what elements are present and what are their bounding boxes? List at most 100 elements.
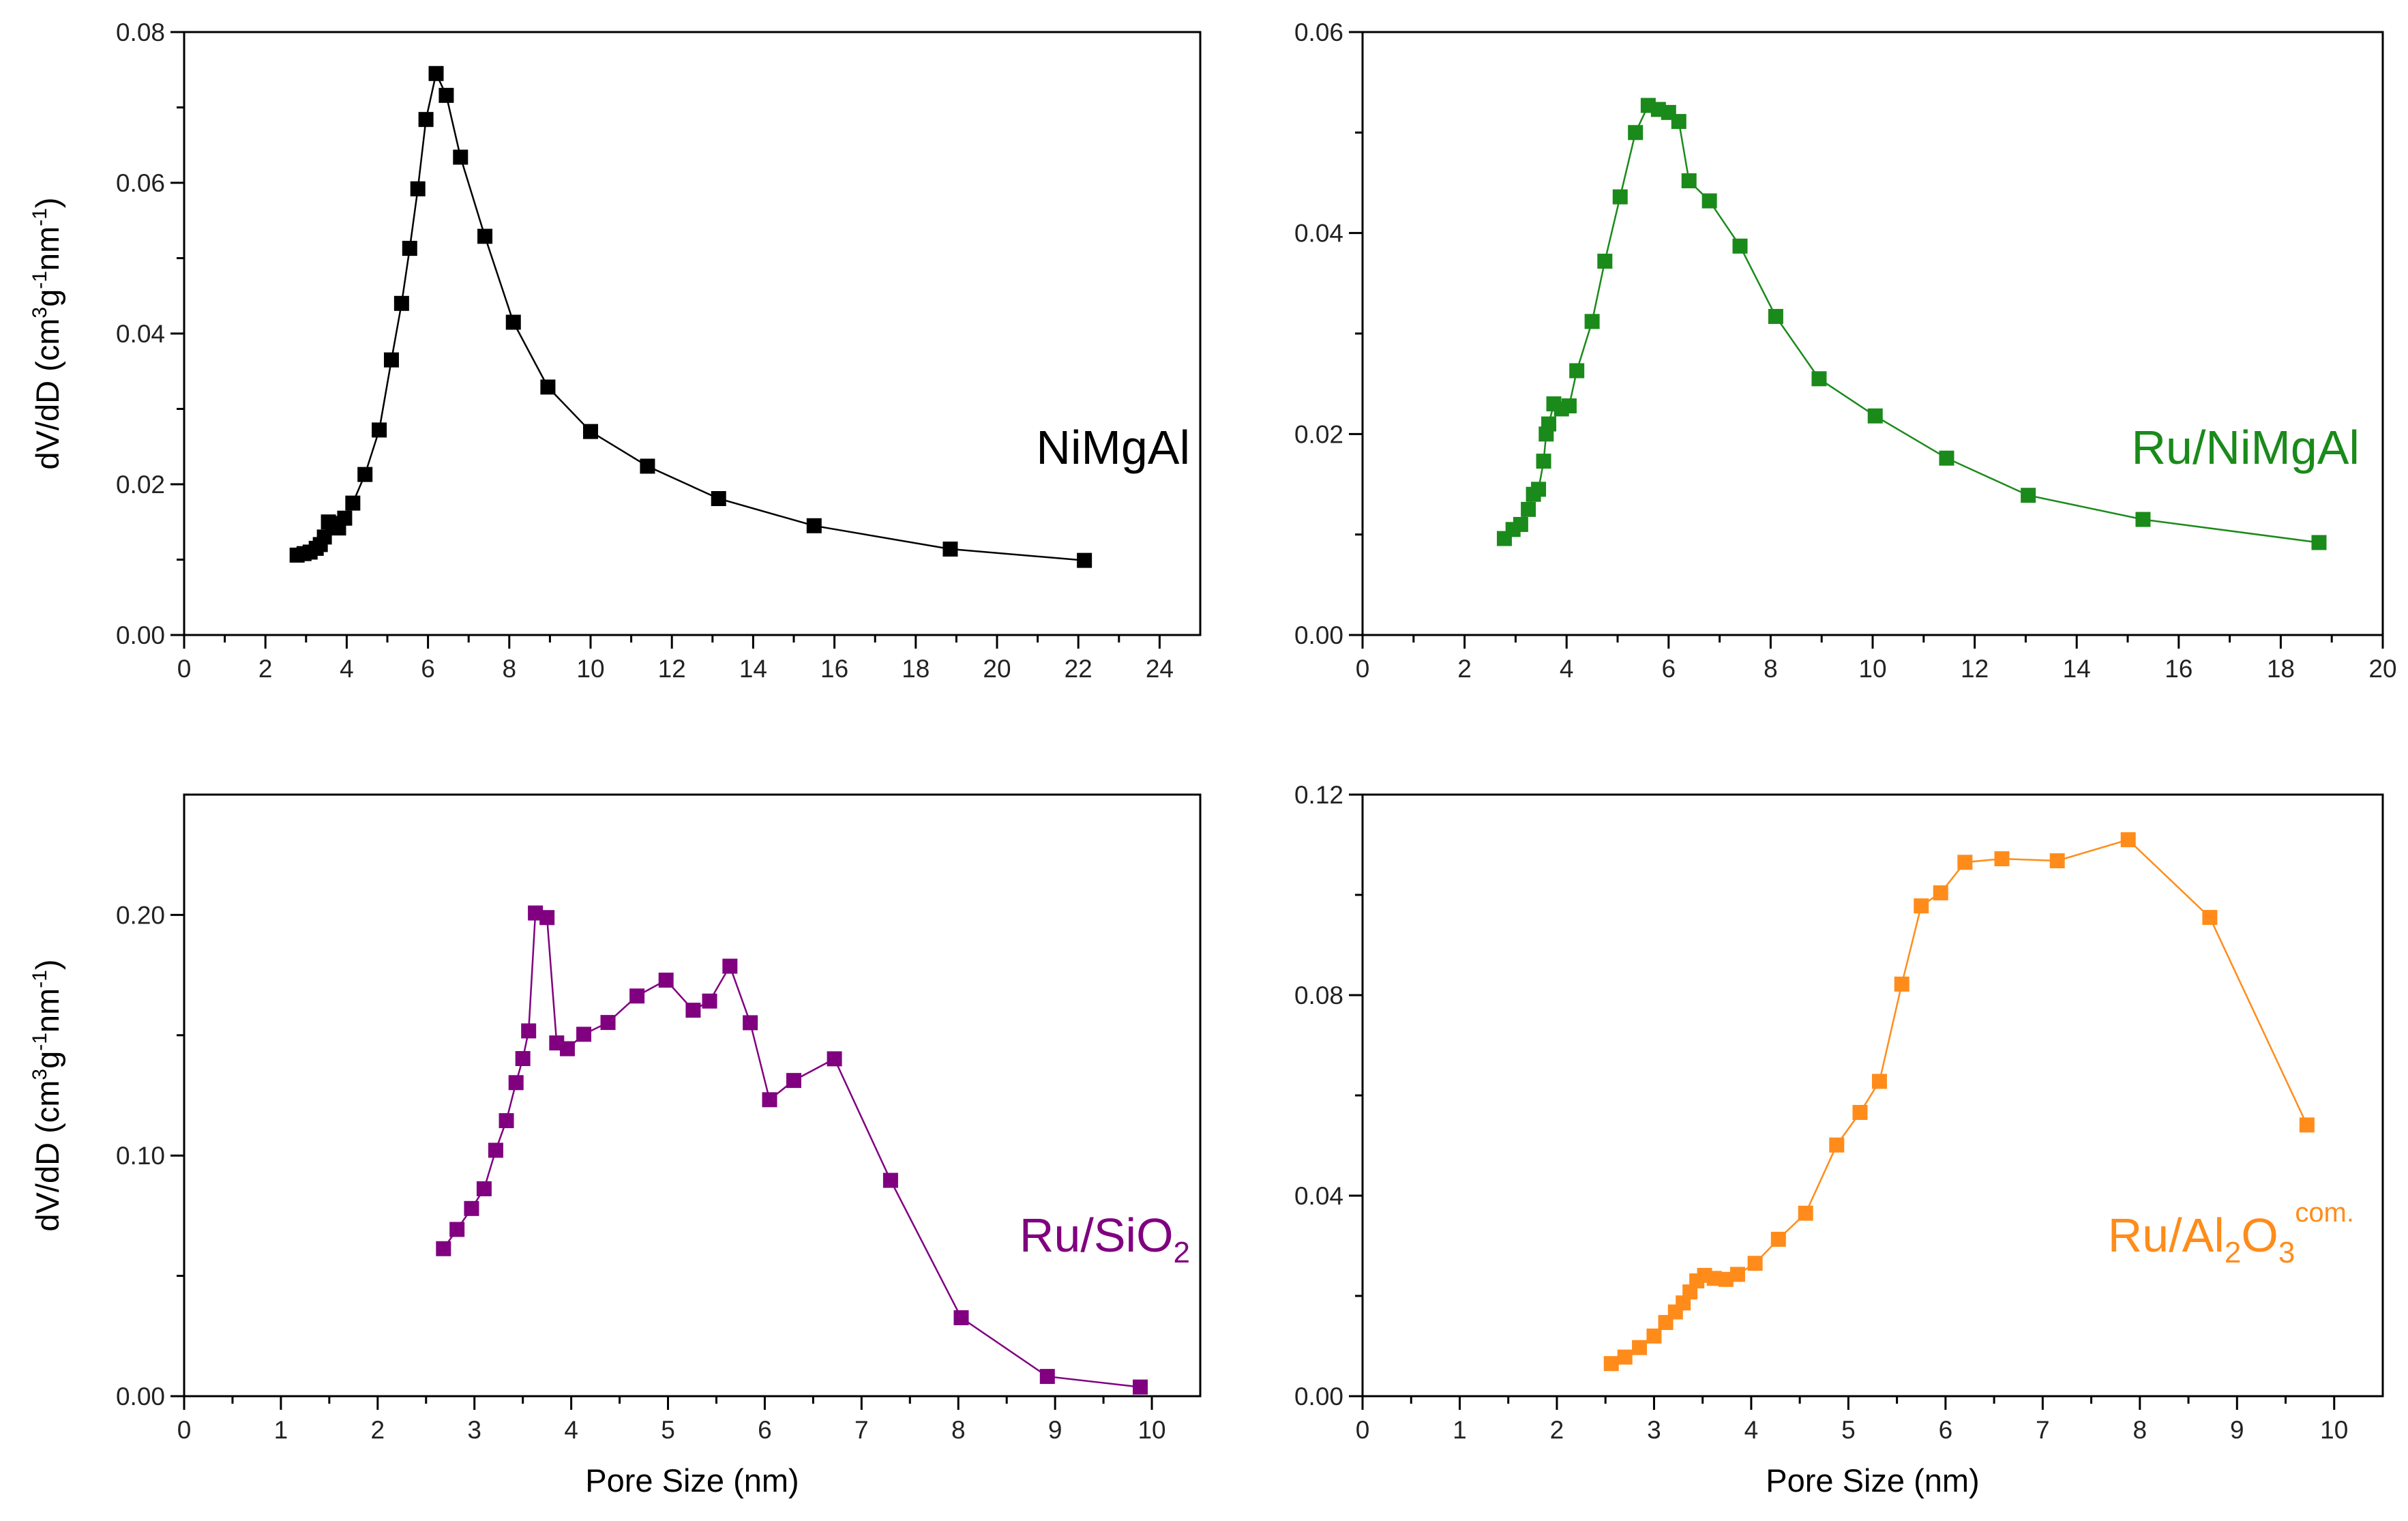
y-tick-label: 0.12 bbox=[1294, 781, 1343, 809]
data-point bbox=[1628, 125, 1644, 141]
data-point bbox=[1729, 1267, 1745, 1282]
data-point bbox=[508, 1075, 524, 1091]
y-axis-title: dV/dD (cm3g-1nm-1) bbox=[29, 959, 65, 1231]
data-point bbox=[540, 379, 556, 395]
plot-frame bbox=[1361, 793, 2384, 1398]
data-point bbox=[1617, 1349, 1633, 1365]
y-tick-label: 0.00 bbox=[116, 1383, 165, 1411]
data-point bbox=[786, 1073, 801, 1089]
data-point bbox=[1718, 1271, 1734, 1287]
x-tick-label: 7 bbox=[2036, 1416, 2050, 1444]
data-point bbox=[477, 228, 493, 244]
data-point bbox=[357, 467, 373, 482]
data-point bbox=[1994, 851, 2010, 867]
y-title-part: ) bbox=[29, 197, 65, 208]
x-tick-label: 4 bbox=[564, 1416, 578, 1444]
data-point bbox=[410, 181, 426, 196]
data-point bbox=[806, 518, 822, 533]
y-title-sup: -1 bbox=[29, 970, 51, 988]
data-point bbox=[337, 510, 353, 526]
data-point bbox=[393, 295, 409, 311]
x-tick-label: 3 bbox=[467, 1416, 481, 1444]
data-point bbox=[476, 1181, 492, 1196]
data-point bbox=[1536, 454, 1551, 469]
panel-ru-al2o3: 0 1 2 3 4 5 6 7 8 9 10 0.00 0.04 0.08 0.12 Pore Size (n… bbox=[1294, 781, 2384, 1498]
x-tick-label: 0 bbox=[1356, 1416, 1370, 1444]
sample-label: Ru/SiO2 bbox=[1020, 1209, 1190, 1269]
y-title-sup: -1 bbox=[29, 208, 51, 226]
data-point bbox=[1829, 1137, 1845, 1153]
x-tick-label: 4 bbox=[1744, 1416, 1759, 1444]
data-point bbox=[1671, 114, 1686, 130]
y-title-part: dV/dD (cm bbox=[29, 1080, 65, 1232]
sample-label: NiMgAl bbox=[1036, 421, 1190, 474]
data-point bbox=[1957, 855, 1973, 870]
x-tick-label: 8 bbox=[503, 655, 517, 683]
x-tick-label: 14 bbox=[739, 655, 767, 683]
y-title-part: g bbox=[29, 1051, 65, 1069]
data-point bbox=[1914, 898, 1929, 914]
x-tick-label: 10 bbox=[576, 655, 604, 683]
data-point bbox=[453, 149, 469, 165]
x-axis-title: Pore Size (nm) bbox=[1766, 1462, 1979, 1498]
panel-nimgal: 0 2 4 6 8 10 12 14 16 18 20 22 240.000.020.040.060.0… bbox=[29, 18, 1202, 683]
data-point bbox=[2311, 535, 2327, 550]
data-point bbox=[1646, 1328, 1662, 1344]
data-point bbox=[1513, 516, 1528, 532]
data-point bbox=[1133, 1379, 1148, 1395]
data-point bbox=[743, 1015, 758, 1031]
y-title-sup: 3 bbox=[29, 307, 51, 319]
series-line bbox=[443, 911, 1141, 1388]
y-title-part: nm bbox=[29, 988, 65, 1033]
y-title-sup: -1 bbox=[29, 271, 51, 289]
sample-label: Ru/NiMgAl bbox=[2131, 421, 2360, 474]
y-tick-label: 0.04 bbox=[1294, 1182, 1343, 1210]
x-tick-label: 0 bbox=[1356, 655, 1370, 683]
x-tick-label: 24 bbox=[1146, 655, 1174, 683]
data-point bbox=[1632, 1340, 1648, 1355]
sample-label-sub: 3 bbox=[2278, 1236, 2295, 1269]
data-point bbox=[402, 241, 417, 256]
sample-label-sup: com. bbox=[2295, 1198, 2354, 1228]
y-tick-label: 0.02 bbox=[1294, 420, 1343, 448]
data-point bbox=[559, 1041, 575, 1057]
sample-label-sub: 2 bbox=[2225, 1236, 2241, 1269]
data-point bbox=[600, 1015, 616, 1031]
y-tick-label: 0.10 bbox=[116, 1142, 165, 1170]
x-tick-label: 0 bbox=[177, 655, 192, 683]
data-point bbox=[1077, 552, 1092, 568]
data-point bbox=[528, 905, 544, 921]
data-point bbox=[827, 1051, 842, 1067]
data-point bbox=[1871, 1074, 1887, 1089]
data-point bbox=[1521, 501, 1536, 517]
data-point bbox=[1768, 308, 1783, 324]
x-tick-label: 12 bbox=[658, 655, 686, 683]
data-point bbox=[1584, 314, 1600, 329]
y-title-sup: 3 bbox=[29, 1069, 51, 1080]
y-title-sup: -1 bbox=[29, 1033, 51, 1051]
data-point bbox=[1569, 363, 1585, 379]
data-point bbox=[499, 1113, 514, 1129]
x-tick-label: 4 bbox=[1560, 655, 1574, 683]
data-point bbox=[1894, 976, 1909, 992]
data-point bbox=[1039, 1369, 1055, 1385]
sample-label-sub: 2 bbox=[1174, 1236, 1190, 1269]
panel-ru-sio2: 0 1 2 3 4 5 6 7 8 9 10 0.00 0.10 0.20 Pore Size (nm) dV… bbox=[29, 793, 1202, 1498]
x-tick-label: 10 bbox=[1138, 1416, 1165, 1444]
sample-label-text: Ru/Al bbox=[2108, 1209, 2225, 1262]
data-point bbox=[2299, 1117, 2315, 1133]
x-tick-label: 20 bbox=[2368, 655, 2396, 683]
data-point bbox=[953, 1310, 969, 1325]
x-tick-label: 2 bbox=[258, 655, 273, 683]
x-tick-label: 5 bbox=[661, 1416, 675, 1444]
sample-label-text: Ru/NiMgAl bbox=[2131, 421, 2360, 474]
data-point bbox=[1541, 416, 1557, 432]
data-point bbox=[722, 958, 738, 974]
plot-frame bbox=[1361, 31, 2384, 636]
x-tick-label: 5 bbox=[1841, 1416, 1856, 1444]
data-point bbox=[521, 1023, 537, 1039]
data-point bbox=[685, 1003, 701, 1018]
y-tick-label: 0.04 bbox=[116, 320, 165, 348]
x-tick-label: 2 bbox=[1457, 655, 1472, 683]
